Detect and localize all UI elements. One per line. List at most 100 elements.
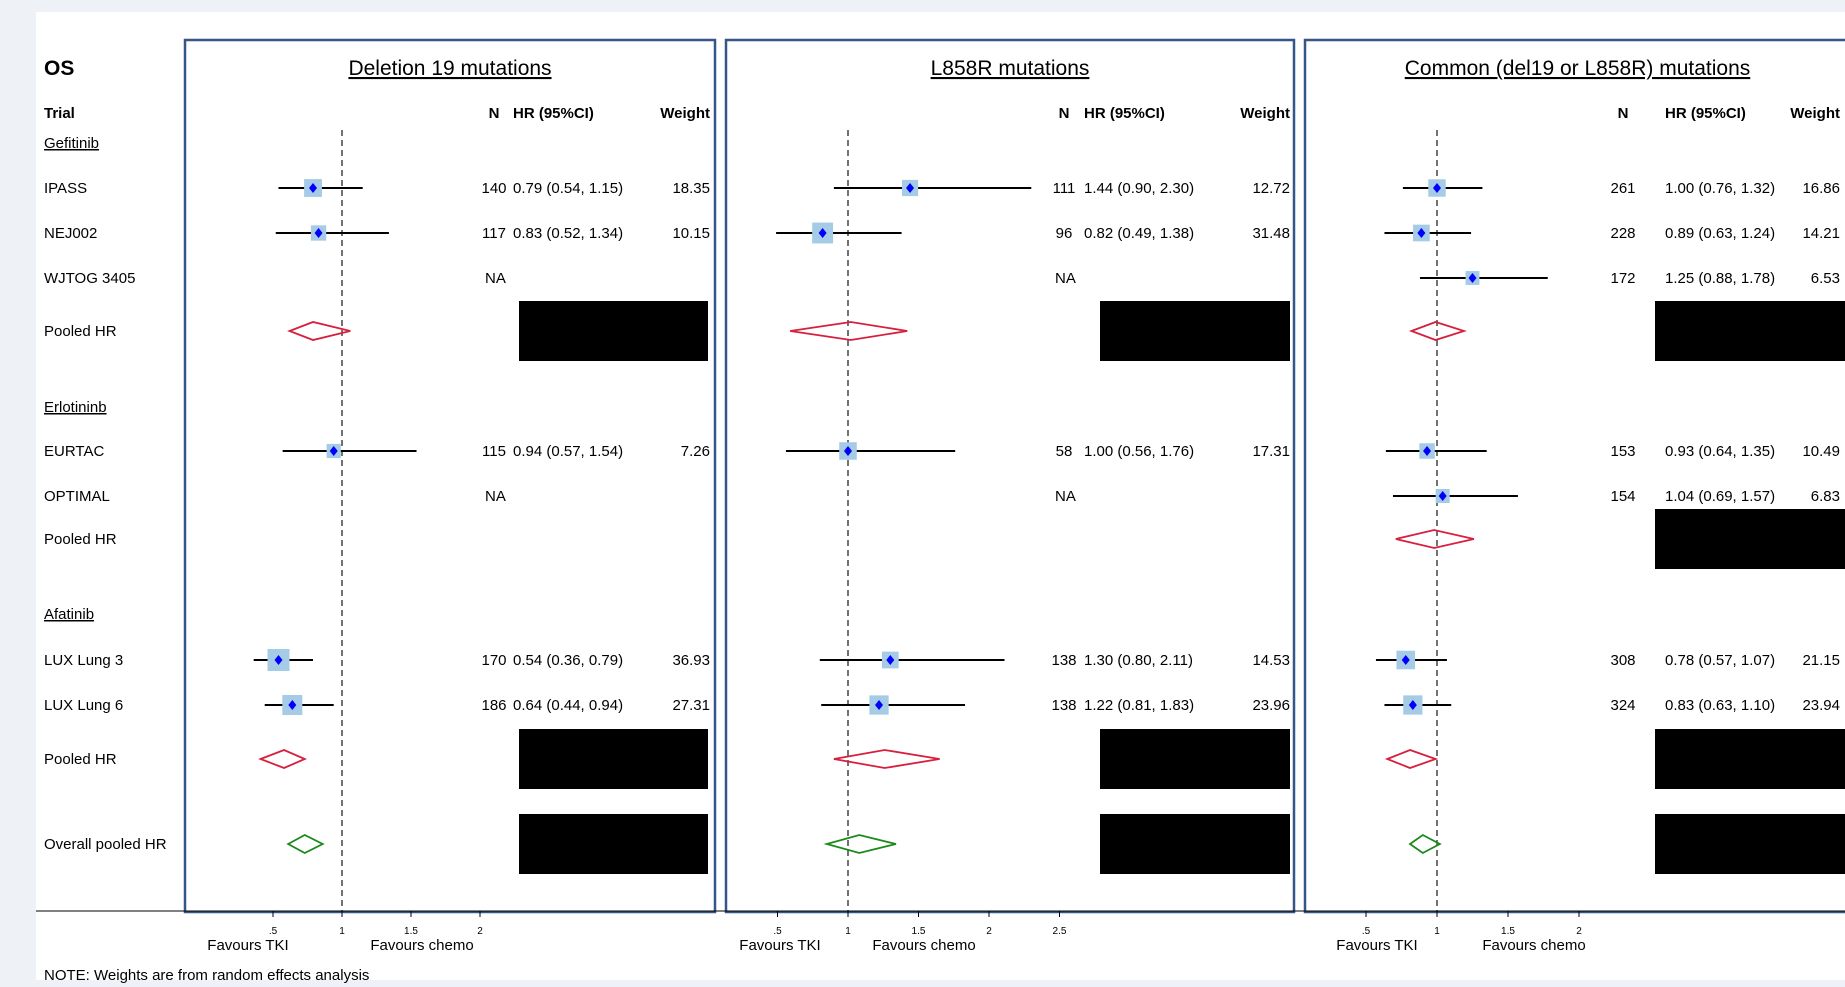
drug-group-header: Afatinib [44, 606, 94, 623]
x-tick-label: 1.5 [912, 926, 926, 937]
pooled-diamond [790, 321, 908, 341]
drug-group-header: Erlotininb [44, 399, 107, 416]
overall-diamond [286, 833, 325, 855]
n-value: 111 [1053, 180, 1076, 197]
weight-value: 23.94 [1802, 697, 1840, 714]
row-label: Pooled HR [44, 751, 117, 768]
pooled-diamond [287, 321, 351, 341]
figure-background [36, 12, 1845, 980]
x-tick-label: 2.5 [1053, 926, 1067, 937]
point-estimate [274, 655, 283, 665]
hr-ci-value: 1.00 (0.56, 1.76) [1084, 443, 1194, 460]
point-estimate [288, 700, 297, 710]
point-estimate [1423, 446, 1432, 456]
favours-chemo-label: Favours chemo [370, 937, 473, 954]
row-label: NEJ002 [44, 225, 97, 242]
n-value: 154 [1610, 488, 1635, 505]
favours-tki-label: Favours TKI [739, 937, 820, 954]
x-tick-label: 2 [986, 926, 992, 937]
point-estimate [1433, 183, 1441, 193]
hr-ci-value: 0.94 (0.57, 1.54) [513, 443, 623, 460]
redacted-block [519, 729, 708, 789]
x-tick-label: 1 [339, 926, 345, 937]
x-tick-label: 1 [1434, 926, 1440, 937]
hr-ci-value: 1.44 (0.90, 2.30) [1084, 180, 1194, 197]
column-header: HR (95%CI) [1084, 105, 1165, 122]
x-tick-label: 1.5 [404, 926, 418, 937]
column-header: HR (95%CI) [513, 105, 594, 122]
point-estimate [1408, 700, 1417, 710]
panel-title: Common (del19 or L858R) mutations [1405, 57, 1751, 80]
hr-ci-value: 1.30 (0.80, 2.11) [1084, 652, 1193, 669]
n-value: 138 [1051, 652, 1076, 669]
row-label: LUX Lung 3 [44, 652, 123, 669]
weight-value: 18.35 [672, 180, 710, 197]
weight-value: 31.48 [1252, 225, 1290, 242]
row-label: OPTIMAL [44, 488, 110, 505]
x-tick-label: 1 [845, 926, 851, 937]
pooled-diamond [1395, 529, 1475, 549]
favours-chemo-label: Favours chemo [1482, 937, 1585, 954]
pooled-diamond [258, 749, 307, 769]
redacted-block [1655, 301, 1845, 361]
n-value: 170 [481, 652, 506, 669]
favours-tki-label: Favours TKI [207, 937, 288, 954]
panel-2: L858R mutations N HR (95%CI) Weight .5 1 1.5 2 2… [724, 38, 1296, 954]
point-estimate [886, 655, 895, 665]
n-value: 324 [1610, 697, 1635, 714]
weight-value: 21.15 [1802, 652, 1840, 669]
hr-ci-value: 0.64 (0.44, 0.94) [513, 697, 623, 714]
redacted-block [1655, 814, 1845, 874]
point-estimate [1468, 273, 1477, 283]
panel-frame [724, 38, 1296, 914]
weight-value: 27.31 [672, 697, 710, 714]
panel-title: Deletion 19 mutations [348, 57, 551, 80]
weight-value: 36.93 [672, 652, 710, 669]
hr-ci-value: 0.89 (0.63, 1.24) [1665, 225, 1775, 242]
point-estimate [1417, 228, 1426, 238]
weight-value: 12.72 [1252, 180, 1290, 197]
n-value: NA [485, 270, 506, 287]
pooled-diamond [1408, 321, 1467, 341]
row-labels: Gefitinib IPASS NEJ002 WJTOG 3405 Pooled HR E… [44, 135, 167, 853]
footnote: NOTE: Weights are from random effects an… [44, 967, 369, 984]
weight-value: 14.53 [1252, 652, 1290, 669]
column-header: Weight [1790, 105, 1840, 122]
favours-tki-label: Favours TKI [1336, 937, 1417, 954]
hr-ci-value: 1.00 (0.76, 1.32) [1665, 180, 1775, 197]
redacted-block [1655, 509, 1845, 569]
forest-panels: Deletion 19 mutations N HR (95%CI) Weight .5… [183, 38, 1845, 954]
outcome-label: OS [44, 57, 74, 80]
n-value: NA [485, 488, 506, 505]
x-tick-label: 2 [477, 926, 483, 937]
favours-chemo-label: Favours chemo [872, 937, 975, 954]
column-header: N [489, 105, 500, 122]
hr-ci-value: 1.04 (0.69, 1.57) [1665, 488, 1775, 505]
n-value: 138 [1051, 697, 1076, 714]
n-value: 115 [482, 443, 506, 460]
weight-value: 6.53 [1811, 270, 1840, 287]
n-value: 153 [1610, 443, 1635, 460]
panel-title: L858R mutations [931, 57, 1090, 80]
n-value: 117 [482, 225, 506, 242]
x-tick-label: 1.5 [1501, 926, 1515, 937]
column-header: HR (95%CI) [1665, 105, 1746, 122]
hr-ci-value: 1.25 (0.88, 1.78) [1665, 270, 1775, 287]
row-label: IPASS [44, 180, 87, 197]
overall-diamond [823, 834, 897, 854]
column-header: Weight [660, 105, 710, 122]
n-value: 186 [481, 697, 506, 714]
x-tick-label: 2 [1576, 926, 1582, 937]
point-estimate [314, 228, 323, 238]
weight-value: 16.86 [1802, 180, 1840, 197]
row-label: LUX Lung 6 [44, 697, 123, 714]
overall-diamond [1408, 833, 1442, 855]
n-value: 172 [1610, 270, 1635, 287]
redacted-block [1655, 729, 1845, 789]
n-value: 261 [1610, 180, 1635, 197]
hr-ci-value: 1.22 (0.81, 1.83) [1084, 697, 1194, 714]
weight-value: 7.26 [681, 443, 710, 460]
column-header: N [1059, 105, 1070, 122]
panel-3: Common (del19 or L858R) mutations N HR (95… [1303, 38, 1845, 954]
